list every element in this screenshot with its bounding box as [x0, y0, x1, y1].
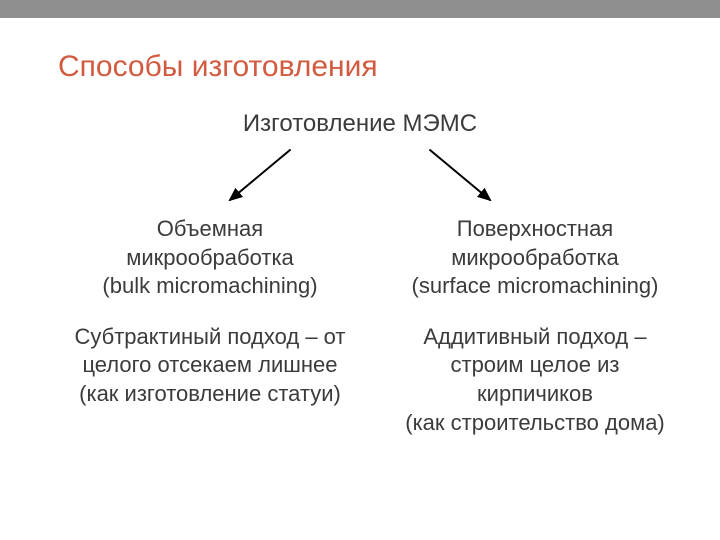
right-heading-line3: (surface micromachining) — [380, 272, 690, 301]
left-heading-line1: Объемная — [60, 215, 360, 244]
spacer — [380, 301, 690, 323]
arrow-right — [430, 150, 490, 200]
right-branch: Поверхностная микрообработка (surface mi… — [380, 215, 690, 437]
left-desc-line3: (как изготовление статуи) — [60, 380, 360, 409]
right-heading-line1: Поверхностная — [380, 215, 690, 244]
right-desc-line1: Аддитивный подход – — [380, 323, 690, 352]
right-desc-line3: кирпичиков — [380, 380, 690, 409]
diagram-root: Изготовление МЭМС — [0, 110, 720, 138]
right-heading-line2: микрообработка — [380, 244, 690, 273]
slide-title: Способы изготовления — [58, 50, 378, 84]
left-heading-line2: микрообработка — [60, 244, 360, 273]
right-desc-line4: (как строительство дома) — [380, 409, 690, 438]
left-heading-line3: (bulk micromachining) — [60, 272, 360, 301]
left-branch: Объемная микрообработка (bulk micromachi… — [60, 215, 360, 409]
left-desc-line1: Субтрактиный подход – от — [60, 323, 360, 352]
right-desc-line2: строим целое из — [380, 351, 690, 380]
spacer — [60, 301, 360, 323]
top-bar — [0, 0, 720, 18]
arrow-left — [230, 150, 290, 200]
left-desc-line2: целого отсекаем лишнее — [60, 351, 360, 380]
